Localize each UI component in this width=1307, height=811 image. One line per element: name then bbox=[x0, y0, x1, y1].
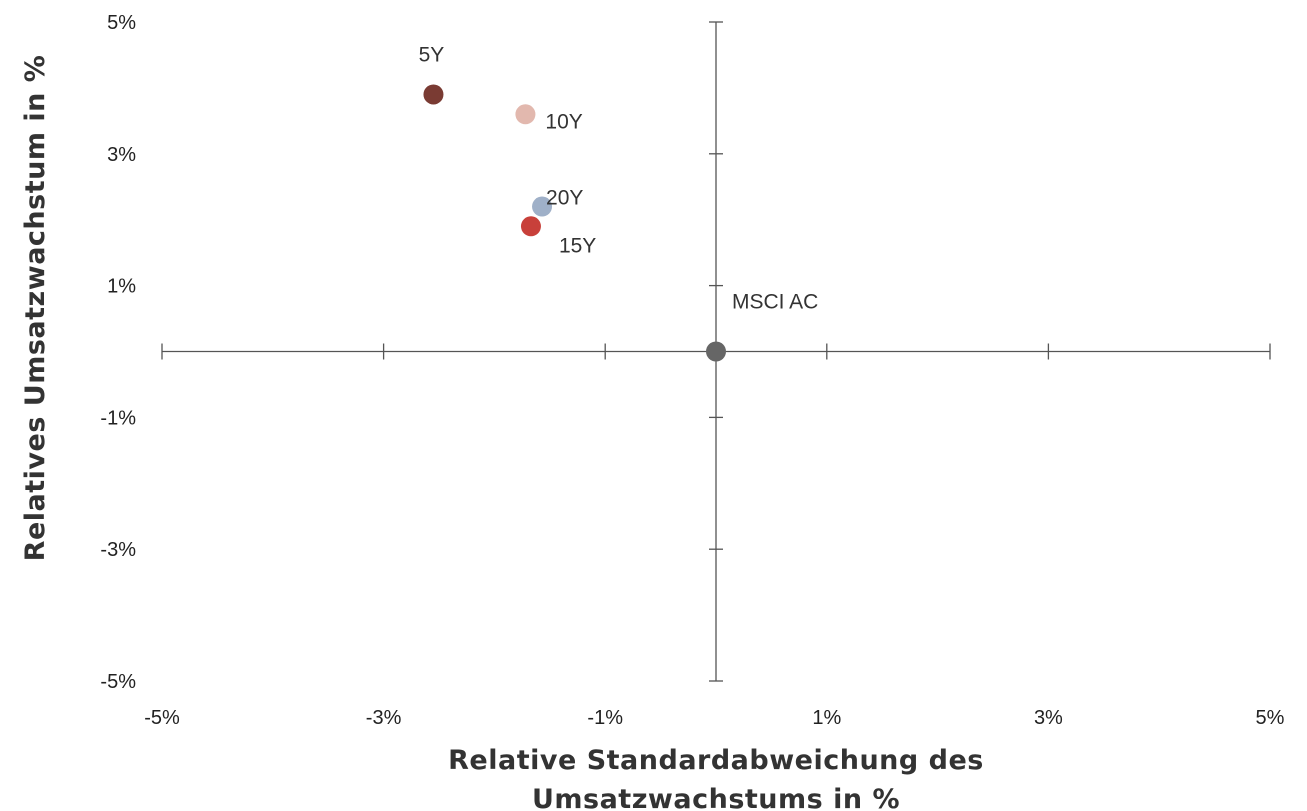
data-point bbox=[423, 84, 444, 105]
data-point-label: 20Y bbox=[546, 187, 583, 210]
x-tick-label: 1% bbox=[812, 707, 841, 729]
data-point-label: 5Y bbox=[419, 43, 445, 66]
y-axis-title: Relatives Umsatzwachstum in % bbox=[20, 55, 51, 562]
x-tick-label: 3% bbox=[1034, 707, 1063, 729]
y-tick-label: 3% bbox=[107, 144, 136, 166]
data-point bbox=[532, 196, 553, 217]
point-labels: 5Y 10Y 20Y 15Y MSCI AC bbox=[419, 43, 819, 313]
x-axis-title-line-1: Relative Standardabweichung des bbox=[448, 745, 984, 776]
data-points bbox=[423, 84, 726, 362]
x-tick-label: 5% bbox=[1256, 707, 1285, 729]
tick-labels: -5% -3% -1% 1% 3% 5% 5% 3% 1% -1% -3% -5% bbox=[100, 12, 1284, 729]
y-tick-label: -1% bbox=[100, 407, 136, 429]
data-point bbox=[520, 216, 541, 237]
data-point-label: 10Y bbox=[545, 110, 582, 133]
x-tick-label: -5% bbox=[144, 707, 180, 729]
data-point bbox=[706, 341, 726, 362]
data-point bbox=[515, 104, 536, 125]
data-point-label: 15Y bbox=[559, 234, 596, 257]
y-tick-label: 1% bbox=[107, 276, 136, 298]
data-point-label: MSCI AC bbox=[732, 291, 818, 314]
y-tick-label: 5% bbox=[107, 12, 136, 34]
y-tick-label: -3% bbox=[100, 539, 136, 561]
y-tick-label: -5% bbox=[100, 671, 136, 693]
x-tick-label: -1% bbox=[587, 707, 623, 729]
x-axis-title-line-2: Umsatzwachstums in % bbox=[532, 784, 900, 811]
axis-ticks bbox=[161, 21, 1271, 682]
x-tick-label: -3% bbox=[366, 707, 402, 729]
